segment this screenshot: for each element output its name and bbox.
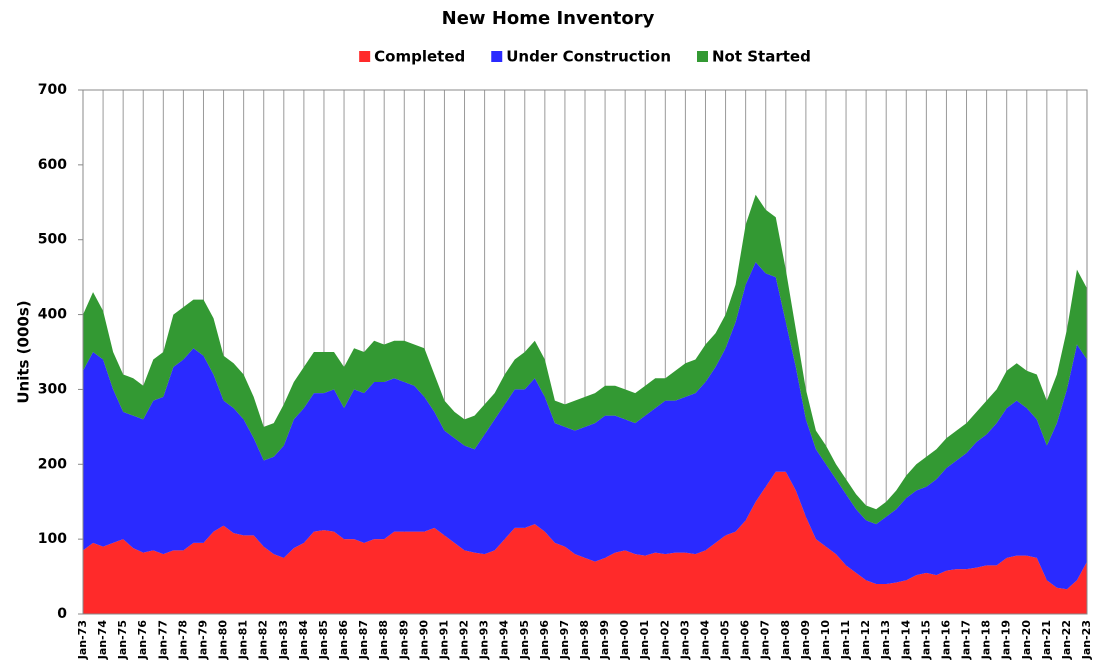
x-tick-label: Jan-78 (176, 620, 189, 660)
x-tick-label: Jan-01 (638, 620, 651, 660)
x-tick-label: Jan-08 (779, 620, 792, 660)
legend-label: Not Started (712, 48, 811, 66)
x-tick-label: Jan-89 (397, 620, 410, 660)
legend-swatch (359, 51, 371, 62)
x-tick-label: Jan-21 (1040, 620, 1053, 660)
x-tick-label: Jan-16 (939, 620, 952, 661)
y-tick-label: 400 (38, 307, 67, 323)
x-tick-label: Jan-10 (819, 620, 832, 661)
y-tick-label: 500 (38, 232, 67, 248)
y-tick-label: 200 (38, 456, 67, 472)
x-tick-label: Jan-87 (357, 620, 370, 660)
x-tick-label: Jan-06 (739, 620, 752, 661)
x-tick-label: Jan-02 (658, 620, 671, 660)
x-tick-label: Jan-05 (719, 620, 732, 660)
legend: Completed Under Construction Not Started (359, 48, 811, 66)
x-tick-label: Jan-18 (980, 620, 993, 660)
x-tick-label: Jan-85 (317, 620, 330, 660)
y-tick-label: 300 (38, 381, 67, 397)
x-tick-label: Jan-07 (759, 620, 772, 660)
legend-item: Under Construction (491, 48, 671, 66)
x-tick-label: Jan-88 (377, 620, 390, 660)
chart-title: New Home Inventory (442, 8, 655, 29)
x-tick-label: Jan-22 (1060, 620, 1073, 660)
legend-item: Completed (359, 48, 465, 66)
x-tick-label: Jan-80 (217, 620, 230, 661)
x-tick-label: Jan-14 (899, 620, 912, 661)
x-tick-label: Jan-13 (879, 620, 892, 660)
plot-frame (82, 89, 1088, 615)
x-tick-label: Jan-74 (96, 620, 109, 661)
legend-item: Not Started (697, 48, 811, 66)
x-tick-label: Jan-19 (1000, 620, 1013, 660)
x-tick-label: Jan-99 (598, 620, 611, 660)
y-tick-label: 0 (57, 606, 67, 622)
x-tick-label: Jan-91 (437, 620, 450, 660)
x-tick-label: Jan-17 (960, 620, 973, 660)
y-tick-label: 600 (38, 157, 67, 173)
area (83, 471, 1087, 614)
x-tick-label: Jan-79 (196, 620, 209, 660)
x-tick-label: Jan-81 (237, 620, 250, 660)
area (83, 262, 1087, 590)
x-tick-label: Jan-00 (618, 620, 631, 661)
y-tick-label: 700 (38, 82, 67, 98)
x-tick-label: Jan-94 (498, 620, 511, 661)
x-tick-label: Jan-93 (478, 620, 491, 660)
legend-swatch (697, 51, 708, 62)
x-tick-label: Jan-84 (297, 620, 310, 661)
x-tick-label: Jan-82 (257, 620, 270, 660)
x-tick-label: Jan-04 (698, 620, 711, 661)
x-tick-label: Jan-09 (799, 620, 812, 660)
y-axis-label: Units (000s) (15, 300, 33, 403)
x-tick-label: Jan-23 (1080, 620, 1093, 660)
y-tick-label: 100 (38, 531, 67, 547)
x-tick-label: Jan-03 (678, 620, 691, 660)
x-tick-label: Jan-15 (919, 620, 932, 660)
x-tick-label: Jan-12 (859, 620, 872, 660)
x-tick-label: Jan-75 (116, 620, 129, 660)
x-tick-label: Jan-73 (76, 620, 89, 660)
x-tick-label: Jan-92 (458, 620, 471, 660)
x-tick-label: Jan-96 (538, 620, 551, 661)
legend-label: Completed (374, 48, 465, 66)
x-tick-label: Jan-90 (417, 620, 430, 661)
legend-swatch (491, 51, 503, 62)
x-tick-label: Jan-95 (518, 620, 531, 660)
legend-label: Under Construction (506, 48, 671, 66)
x-tick-label: Jan-77 (156, 620, 169, 660)
x-tick-label: Jan-86 (337, 620, 350, 661)
x-tick-label: Jan-98 (578, 620, 591, 660)
x-tick-label: Jan-76 (136, 620, 149, 661)
x-tick-label: Jan-83 (277, 620, 290, 660)
x-tick-label: Jan-20 (1020, 620, 1033, 661)
x-tick-label: Jan-97 (558, 620, 571, 660)
x-tick-label: Jan-11 (839, 620, 852, 660)
